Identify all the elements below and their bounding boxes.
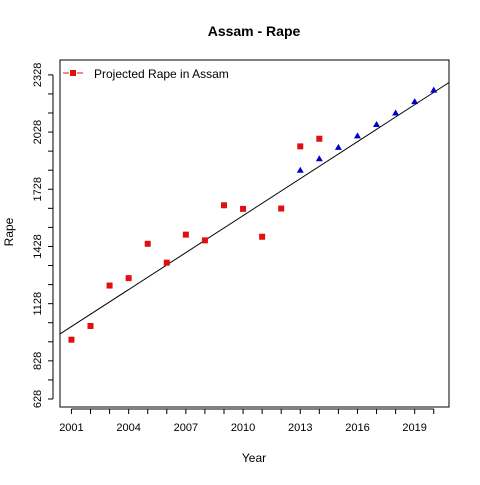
data-point-square: [87, 322, 94, 329]
data-point-square: [240, 205, 247, 212]
y-tick-label: 2028: [32, 120, 44, 144]
data-point-triangle: [411, 98, 419, 105]
legend: Projected Rape in Assam: [63, 67, 229, 81]
y-axis-label: Rape: [2, 217, 16, 246]
x-tick-label: 2001: [59, 422, 83, 434]
data-point-triangle: [373, 120, 381, 127]
plot-frame: [59, 59, 450, 408]
x-tick-label: 2019: [402, 422, 426, 434]
data-point-square: [297, 143, 304, 150]
data-point-triangle: [392, 109, 400, 116]
data-point-square: [125, 275, 132, 282]
data-point-square: [163, 259, 170, 266]
data-point-square: [259, 233, 266, 240]
y-tick-label: 1728: [32, 177, 44, 201]
data-point-triangle: [315, 155, 323, 162]
x-tick-label: 2004: [116, 422, 140, 434]
y-tick-label: 1128: [32, 292, 44, 316]
y-tick-label: 628: [32, 390, 44, 408]
x-tick-label: 2013: [288, 422, 312, 434]
legend-label: Projected Rape in Assam: [94, 67, 229, 81]
y-tick-label: 2328: [32, 63, 44, 87]
y-tick-label: 1428: [32, 234, 44, 258]
legend-marker-icon: [70, 70, 76, 76]
data-point-triangle: [296, 166, 304, 173]
trend-line-group: [59, 82, 450, 335]
data-point-square: [278, 205, 285, 212]
data-point-triangle: [430, 86, 438, 93]
data-point-square: [316, 135, 323, 142]
y-axis: 628 828 1128 1428 1728 2028 2328: [32, 63, 54, 408]
x-axis: 2001 2004 2007 2010 2013 2016 2019: [59, 408, 435, 434]
x-axis-label: Year: [242, 451, 266, 465]
data-point-triangle: [353, 132, 361, 139]
chart-title: Assam - Rape: [208, 23, 301, 39]
data-point-square: [182, 231, 189, 238]
trend-line: [59, 82, 450, 335]
data-point-square: [201, 237, 208, 244]
data-points: [68, 86, 438, 343]
data-point-triangle: [334, 143, 342, 150]
y-tick-label: 828: [32, 352, 44, 370]
data-point-square: [144, 240, 151, 247]
x-tick-label: 2010: [231, 422, 255, 434]
data-point-square: [220, 202, 227, 209]
data-point-square: [106, 282, 113, 289]
data-point-square: [68, 336, 75, 343]
x-tick-label: 2007: [174, 422, 198, 434]
x-tick-label: 2016: [345, 422, 369, 434]
